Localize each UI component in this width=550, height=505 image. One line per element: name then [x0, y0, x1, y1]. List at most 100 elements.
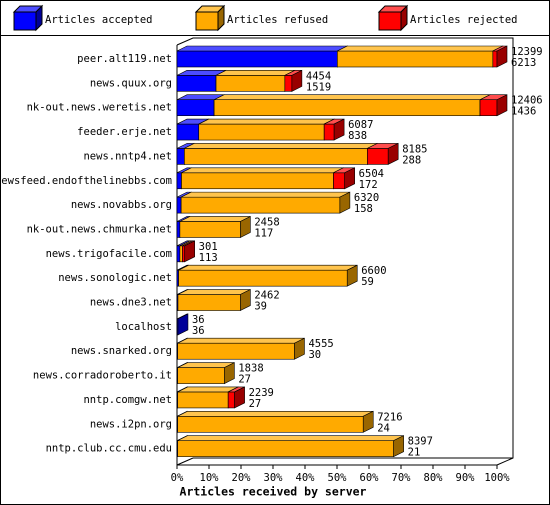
bar-segment: [177, 289, 251, 312]
bar-side: [339, 191, 351, 214]
bar-top: [181, 191, 351, 198]
bar-top: [177, 435, 404, 441]
total-label: 6320: [354, 192, 379, 204]
accepted-label: 1519: [306, 81, 331, 93]
y-tick-label: nk-out.news.weretis.net: [27, 102, 172, 114]
y-tick-label: news.corradoroberto.it: [33, 370, 172, 382]
bar-top: [178, 264, 358, 271]
bar-top: [177, 337, 305, 344]
bar-front: [182, 245, 185, 263]
bar-side: [333, 118, 345, 141]
accepted-label: 39: [254, 301, 267, 313]
bar-front: [177, 440, 394, 457]
bar-segment: [176, 313, 189, 336]
legend-label: Articles rejected: [410, 14, 517, 26]
bar-segment: [182, 240, 195, 263]
bar-front: [176, 172, 182, 190]
x-tick-label: 30%: [264, 472, 284, 484]
bar-front: [179, 221, 241, 238]
legend-label: Articles refused: [227, 14, 328, 26]
bar-top: [179, 216, 251, 222]
bar-front: [213, 99, 481, 117]
y-tick-label: peer.alt119.net: [77, 53, 172, 65]
bar-top: [198, 118, 335, 125]
y-tick-label: localhost: [115, 321, 172, 333]
bar-side: [294, 337, 305, 360]
bar-front: [198, 123, 325, 141]
accepted-label: 113: [199, 252, 218, 264]
x-axis-title: Articles received by server: [180, 485, 367, 499]
accepted-label: 288: [402, 154, 421, 166]
x-tick-label: 70%: [392, 472, 412, 484]
bar-side: [240, 215, 251, 238]
total-label: 2239: [249, 387, 274, 399]
bar-front: [176, 221, 181, 238]
bar-top: [337, 45, 503, 52]
bar-front: [479, 99, 498, 117]
bar-front: [284, 75, 293, 92]
bar-front: [367, 148, 389, 165]
y-tick-label: news.trigofacile.com: [46, 248, 172, 260]
y-tick-label: news.dne3.net: [90, 297, 172, 309]
bar-segment: [284, 69, 303, 92]
bar-top: [177, 289, 251, 295]
total-label: 36: [192, 314, 205, 326]
y-tick-label: newsfeed.endofthelinebbs.com: [0, 175, 172, 187]
total-label: 2458: [254, 216, 279, 228]
bar-front: [176, 148, 185, 165]
x-tick-label: 50%: [328, 472, 348, 484]
accepted-label: 1436: [511, 106, 536, 118]
accepted-label: 24: [377, 422, 390, 434]
bar-front: [177, 415, 364, 433]
bar-segment: [184, 142, 378, 165]
legend-label: Articles accepted: [45, 14, 152, 26]
bar-segment: [178, 264, 358, 287]
bar-front: [176, 75, 217, 92]
x-tick-label: 60%: [360, 472, 380, 484]
y-tick-label: nntp.comgw.net: [83, 394, 172, 406]
x-tick-label: 10%: [200, 472, 220, 484]
accepted-label: 27: [249, 398, 262, 410]
x-tick-label: 40%: [296, 472, 316, 484]
bar-segment: [177, 362, 235, 385]
bar-front: [492, 50, 498, 68]
total-label: 4555: [308, 338, 333, 350]
accepted-label: 30: [308, 349, 321, 361]
bar-top: [176, 45, 348, 52]
bar-segment: [181, 167, 344, 190]
bar-segment: [180, 191, 351, 214]
y-tick-label: news.novabbs.org: [71, 199, 172, 211]
bar-segment: [215, 69, 296, 92]
bar-segment: [176, 45, 348, 68]
legend-swatch: [378, 11, 402, 31]
bar-front: [333, 172, 345, 190]
total-label: 12406: [511, 95, 543, 107]
total-label: 6087: [348, 119, 373, 131]
total-label: 12399: [511, 46, 543, 58]
bar-front: [181, 172, 334, 190]
total-label: 6600: [361, 265, 386, 277]
total-label: 7216: [377, 411, 402, 423]
total-label: 2462: [254, 290, 279, 302]
bar-side: [496, 94, 508, 117]
bar-segment: [323, 118, 345, 141]
total-label: 1838: [238, 363, 263, 375]
bar-side: [177, 313, 189, 336]
accepted-label: 117: [254, 227, 273, 239]
bar-side: [240, 289, 251, 312]
x-tick-label: 80%: [424, 472, 444, 484]
accepted-label: 21: [408, 447, 421, 459]
bar-side: [184, 240, 195, 263]
bar-segment: [177, 435, 404, 458]
bar-front: [177, 294, 241, 311]
bar-side: [393, 435, 404, 458]
bar-side: [224, 362, 235, 385]
bar-front: [184, 148, 368, 165]
bar-segment: [177, 410, 374, 433]
bar-front: [177, 342, 295, 360]
y-tick-label: news.nntp4.net: [83, 150, 172, 162]
accepted-label: 838: [348, 130, 367, 142]
accepted-label: 27: [238, 374, 251, 386]
bar-front: [176, 123, 200, 141]
